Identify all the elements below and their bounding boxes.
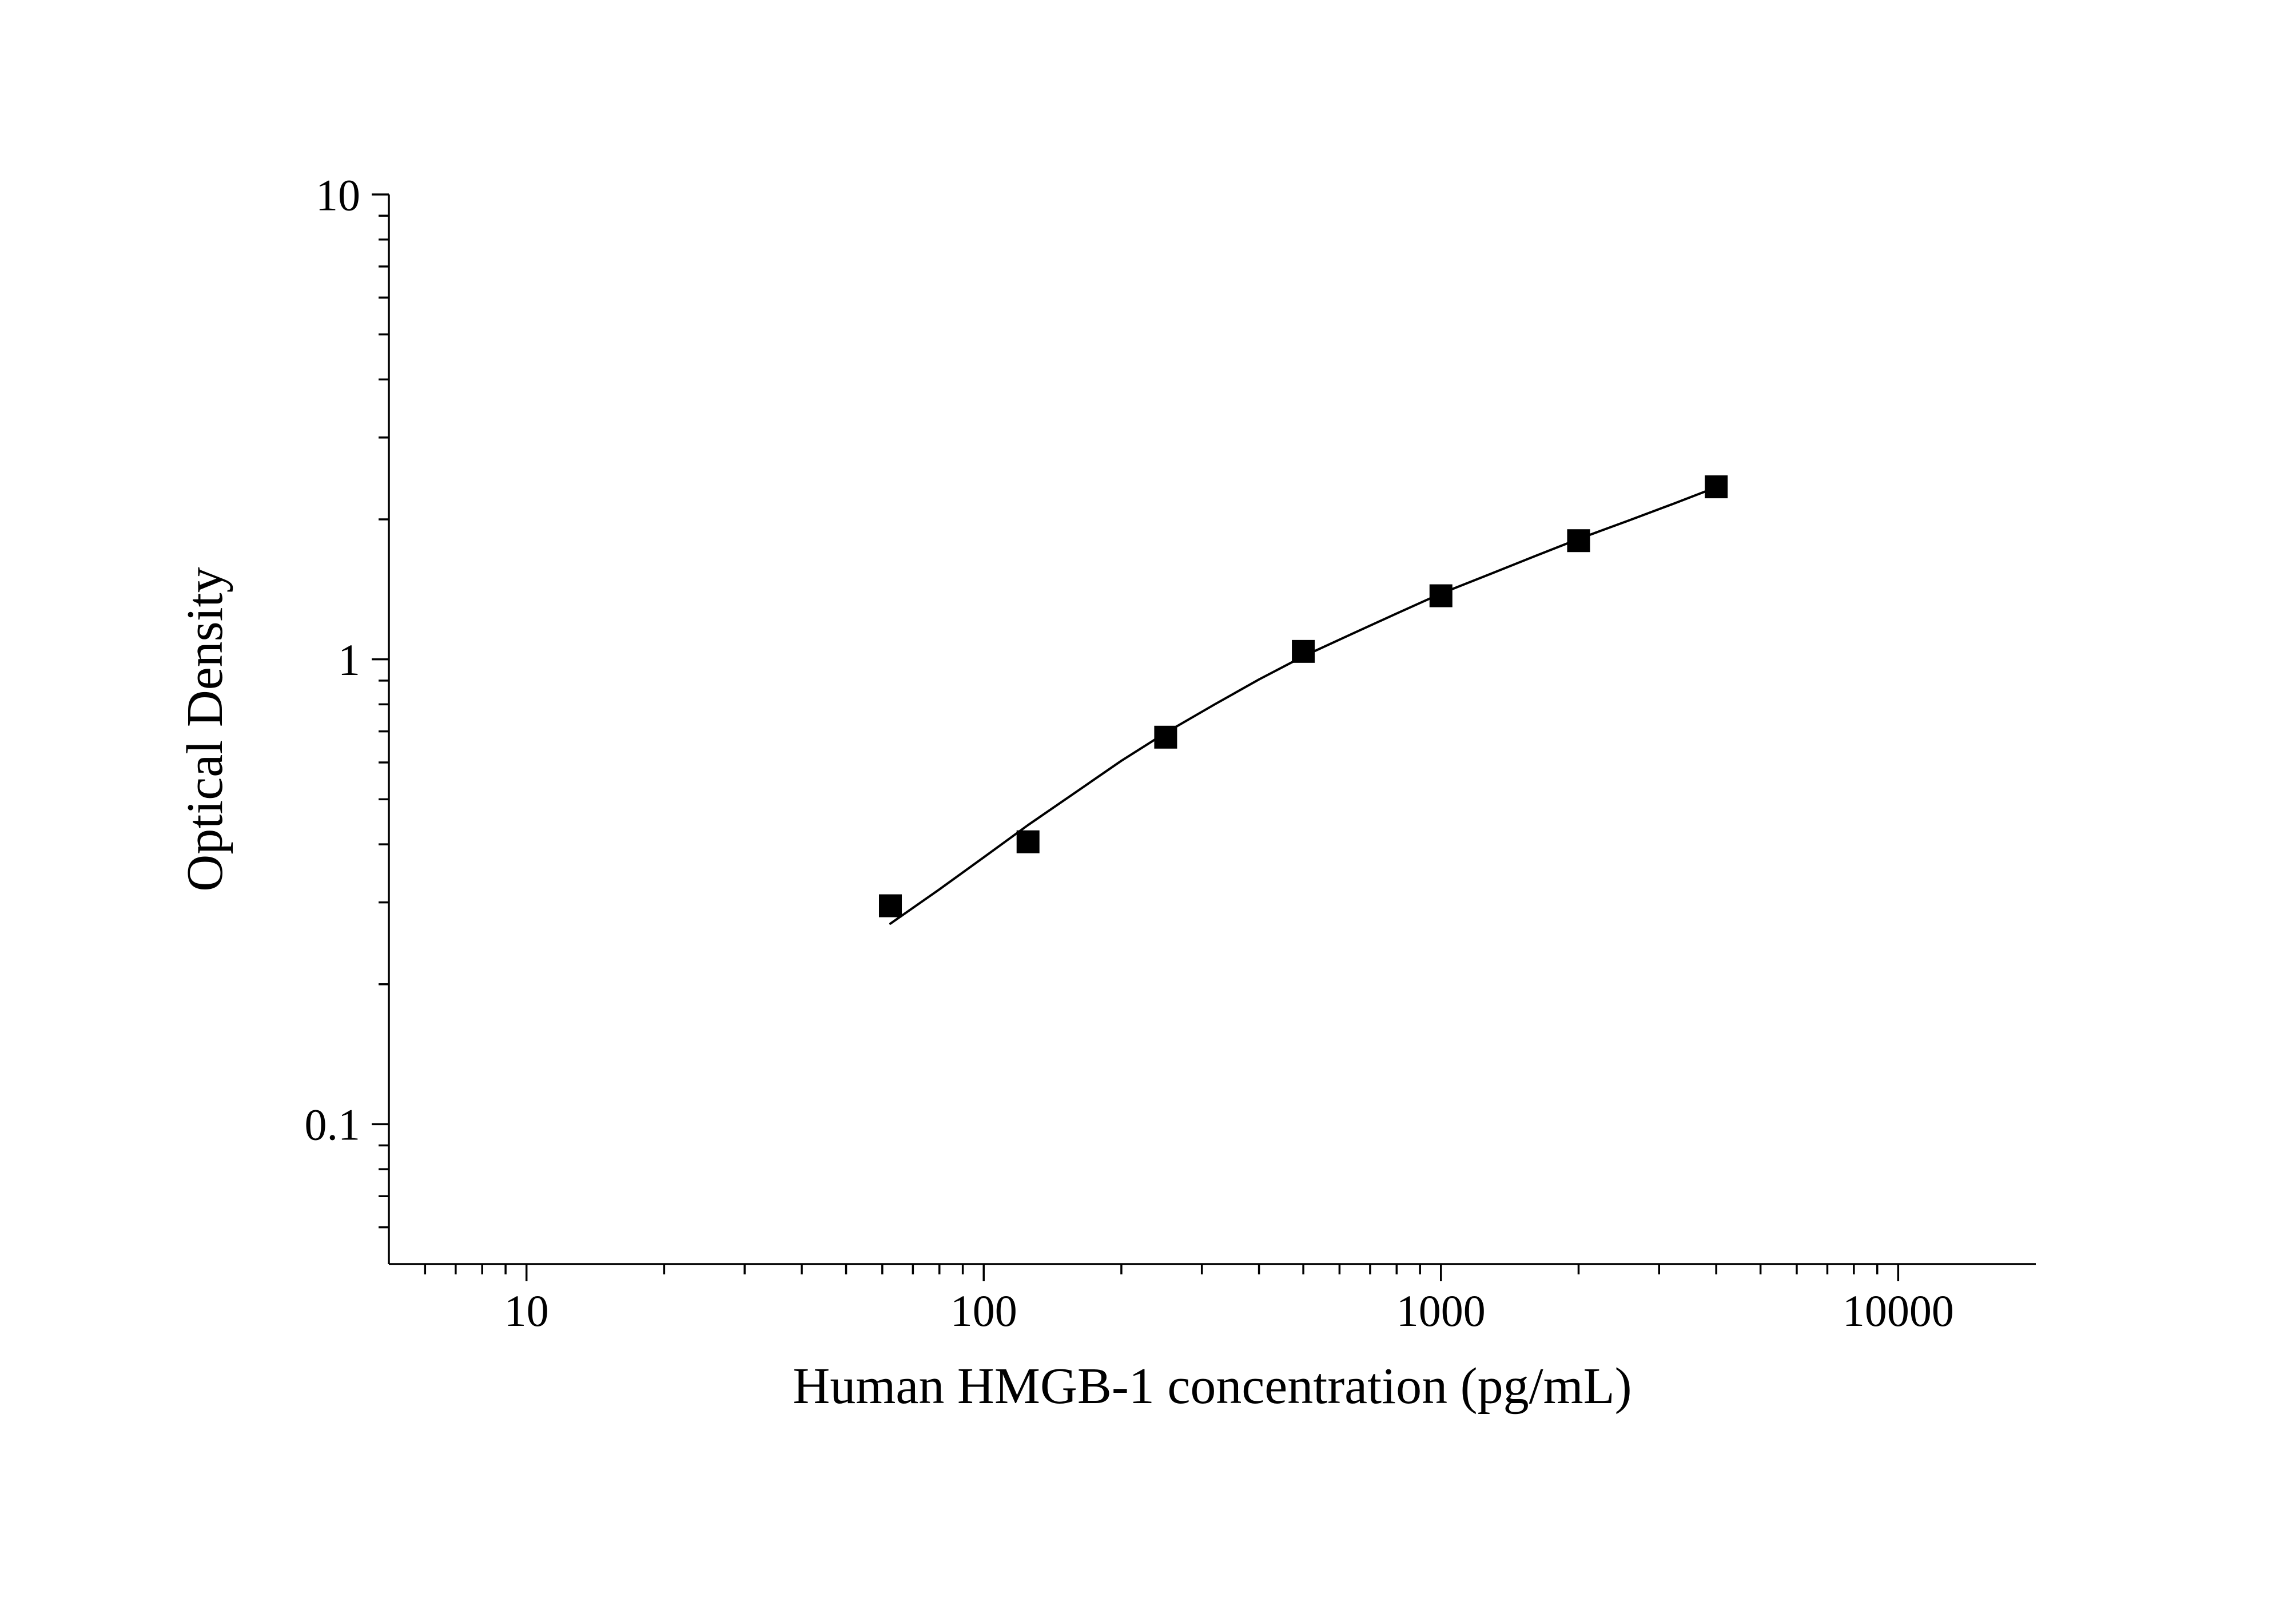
standard-curve-chart: 10 100 1000 10000 0.1 1 10 Human HMGB-1 concent…: [0, 0, 2296, 1605]
data-point-marker: [1017, 831, 1040, 853]
data-point-marker: [1430, 585, 1453, 607]
chart-container: 10 100 1000 10000 0.1 1 10 Human HMGB-1 concent…: [0, 0, 2296, 1605]
x-tick-label: 10000: [1843, 1286, 1954, 1336]
y-tick-label: 0.1: [305, 1100, 361, 1150]
y-tick-label: 10: [316, 170, 360, 220]
x-axis-label: Human HMGB-1 concentration (pg/mL): [793, 1358, 1632, 1415]
data-point-marker: [879, 895, 902, 917]
data-point-marker: [1567, 529, 1590, 552]
data-point-marker: [1292, 640, 1315, 663]
y-axis-label: Optical Density: [177, 567, 233, 891]
data-point-marker: [1705, 475, 1728, 498]
y-tick-label: 1: [338, 635, 360, 685]
data-point-marker: [1154, 726, 1177, 749]
x-tick-label: 100: [950, 1286, 1017, 1336]
x-tick-label: 1000: [1396, 1286, 1486, 1336]
x-tick-label: 10: [504, 1286, 549, 1336]
